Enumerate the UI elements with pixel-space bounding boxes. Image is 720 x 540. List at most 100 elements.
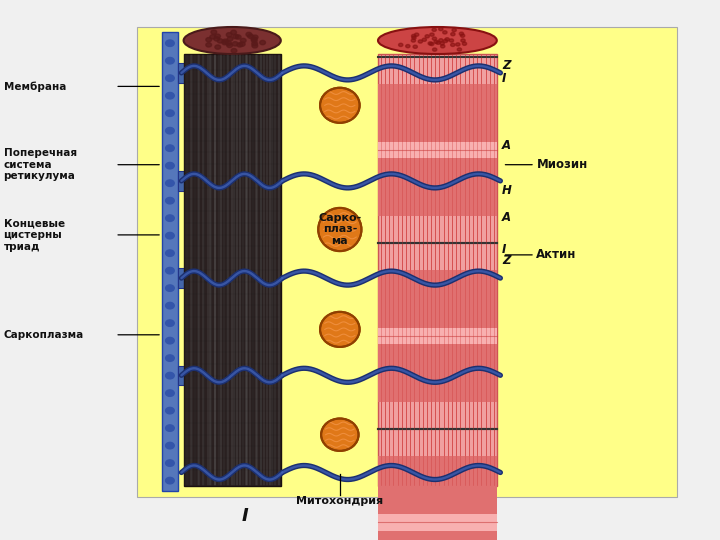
Circle shape [219, 38, 225, 42]
Circle shape [461, 39, 465, 42]
Text: A: A [502, 139, 511, 152]
Circle shape [246, 37, 252, 42]
Ellipse shape [378, 27, 497, 54]
Ellipse shape [320, 87, 360, 123]
Circle shape [415, 33, 419, 36]
Circle shape [166, 57, 174, 64]
Circle shape [405, 44, 410, 48]
Text: Z: Z [502, 59, 510, 72]
Circle shape [399, 43, 403, 46]
Circle shape [225, 31, 231, 35]
Text: I: I [502, 72, 506, 85]
Circle shape [462, 42, 467, 45]
Circle shape [412, 36, 416, 39]
Circle shape [436, 41, 440, 44]
Circle shape [166, 180, 174, 186]
Circle shape [430, 33, 434, 36]
Circle shape [166, 390, 174, 396]
Bar [378, 54, 497, 486]
Circle shape [440, 42, 444, 45]
Text: A: A [502, 211, 511, 224]
Circle shape [166, 198, 174, 204]
Circle shape [411, 39, 415, 42]
Text: I: I [502, 243, 506, 256]
Circle shape [444, 39, 448, 43]
Text: H: H [502, 184, 512, 197]
Text: I: I [241, 507, 248, 525]
Circle shape [166, 355, 174, 361]
Circle shape [225, 35, 230, 39]
Circle shape [217, 33, 223, 37]
Circle shape [232, 37, 238, 41]
Circle shape [218, 40, 224, 45]
Circle shape [166, 40, 174, 46]
Circle shape [456, 43, 460, 46]
Bar [378, 84, 497, 216]
Circle shape [166, 285, 174, 292]
Circle shape [413, 45, 418, 49]
Bar [378, 270, 497, 402]
Circle shape [430, 42, 434, 45]
Ellipse shape [320, 312, 360, 347]
Circle shape [449, 39, 454, 42]
Circle shape [438, 28, 443, 31]
Circle shape [218, 35, 224, 39]
Circle shape [209, 36, 215, 40]
Circle shape [247, 32, 253, 36]
Circle shape [166, 267, 174, 274]
Circle shape [166, 460, 174, 467]
Circle shape [227, 39, 233, 43]
Circle shape [452, 29, 456, 32]
FancyBboxPatch shape [178, 63, 186, 83]
Circle shape [451, 43, 455, 46]
Circle shape [166, 145, 174, 151]
Ellipse shape [184, 27, 281, 54]
Text: Мембрана: Мембрана [4, 81, 66, 92]
Text: Саркоплазма: Саркоплазма [4, 330, 84, 340]
Circle shape [438, 39, 443, 42]
Circle shape [425, 35, 429, 38]
Text: Сарко-
плаз-
ма: Сарко- плаз- ма [318, 213, 361, 246]
Circle shape [166, 250, 174, 256]
Circle shape [412, 35, 416, 38]
Bar [378, 514, 497, 530]
Circle shape [238, 29, 243, 33]
Text: Митохондрия: Митохондрия [296, 496, 384, 506]
Circle shape [443, 31, 447, 34]
Circle shape [166, 232, 174, 239]
Text: Актин: Актин [536, 248, 577, 261]
Circle shape [166, 215, 174, 221]
Circle shape [432, 28, 436, 31]
Circle shape [221, 42, 227, 46]
Circle shape [166, 302, 174, 309]
Circle shape [418, 40, 423, 43]
Circle shape [199, 42, 204, 46]
Circle shape [166, 320, 174, 326]
Circle shape [433, 48, 437, 51]
Circle shape [166, 75, 174, 82]
Text: Миозин: Миозин [536, 158, 588, 171]
Circle shape [434, 40, 438, 44]
Circle shape [166, 442, 174, 449]
Circle shape [166, 477, 174, 484]
Text: Z: Z [502, 254, 510, 267]
Circle shape [457, 48, 462, 51]
Circle shape [244, 47, 250, 51]
Circle shape [166, 92, 174, 99]
Circle shape [441, 45, 445, 48]
Circle shape [166, 163, 174, 169]
Text: Поперечная
система
ретикулума: Поперечная система ретикулума [4, 148, 77, 181]
Circle shape [451, 32, 455, 36]
FancyBboxPatch shape [178, 268, 186, 288]
Text: Концевые
цистерны
триад: Концевые цистерны триад [4, 218, 65, 252]
Circle shape [445, 38, 449, 41]
Circle shape [240, 37, 246, 41]
Circle shape [166, 407, 174, 414]
Bar [378, 456, 497, 540]
FancyBboxPatch shape [178, 171, 186, 191]
Circle shape [166, 110, 174, 117]
Ellipse shape [321, 418, 359, 451]
Circle shape [166, 127, 174, 134]
Circle shape [240, 40, 246, 44]
Bar [137, 27, 677, 497]
